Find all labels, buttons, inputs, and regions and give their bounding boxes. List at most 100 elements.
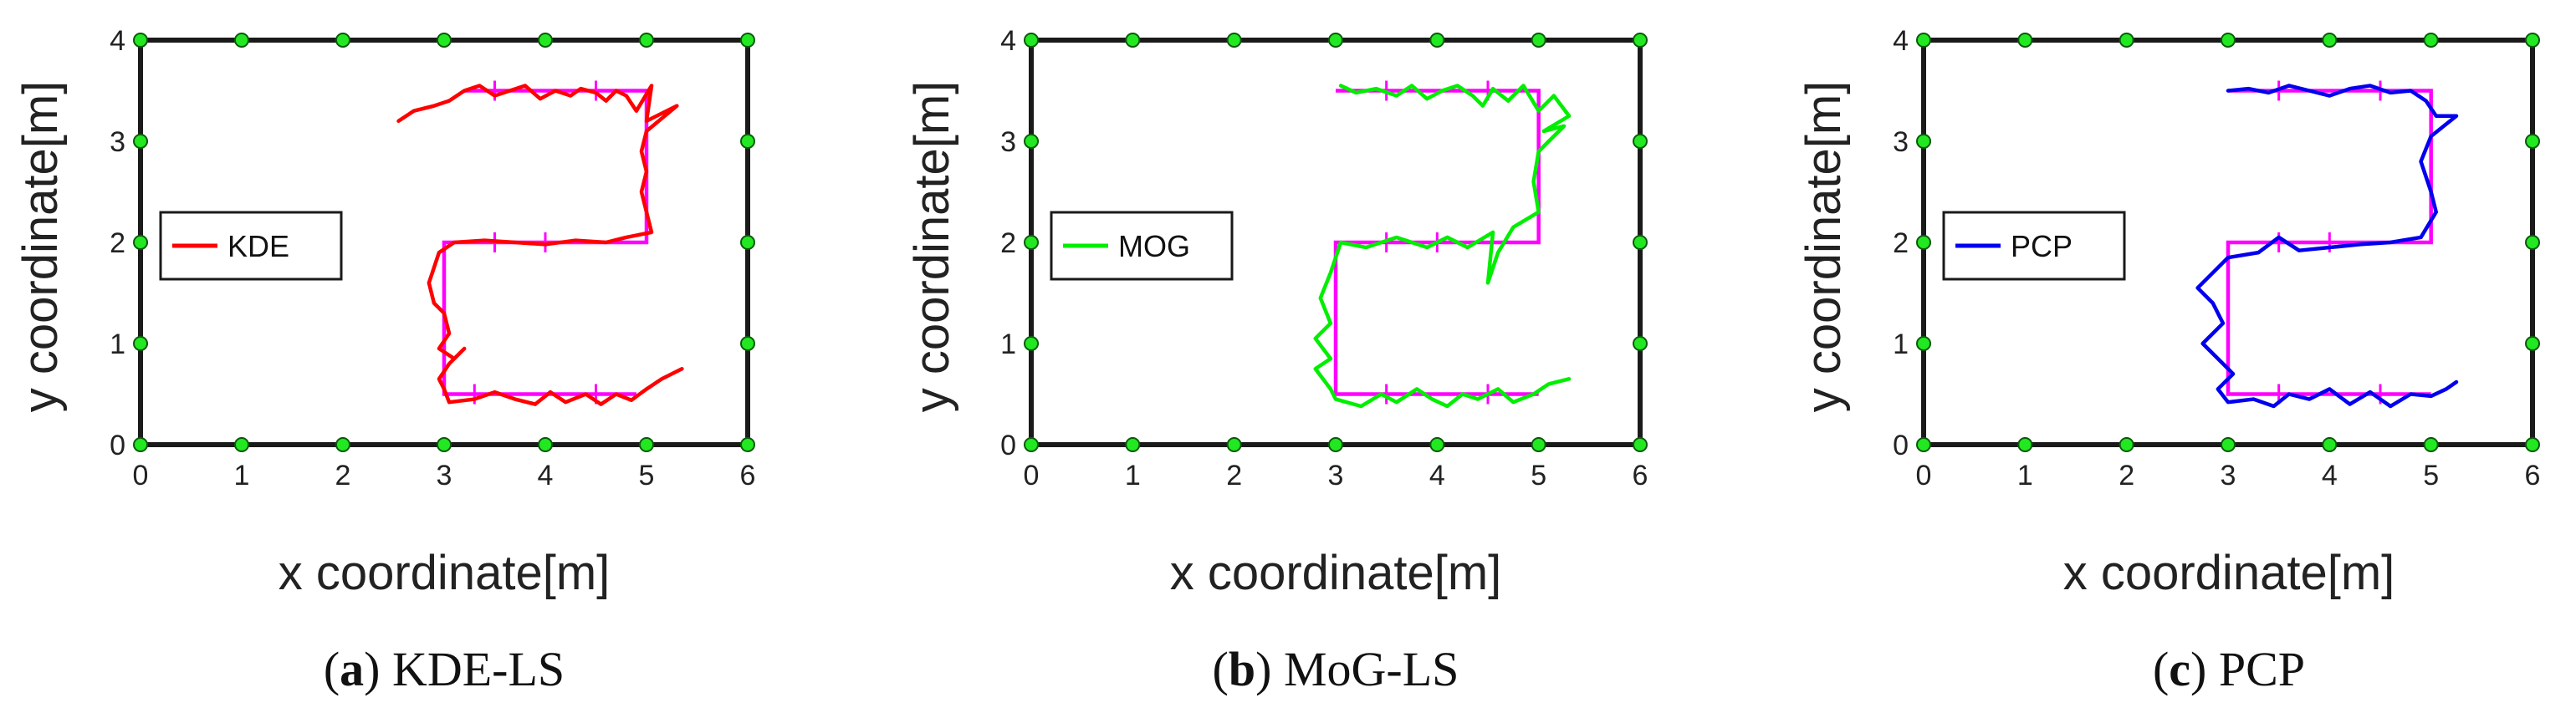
panel-c: 0 1 2 3 4 5 6 0 1 2 3 4 PCP x coordinate[m] y coordi… xyxy=(1797,25,2540,696)
panel-b-x-tick-label: 1 xyxy=(1125,460,1141,491)
panel-a-legend-label: KDE xyxy=(227,229,289,263)
panel-c-sensor-node xyxy=(1916,235,1931,250)
panel-a-plot: 0 1 2 3 4 5 6 0 1 2 3 4 KDE xyxy=(110,25,755,491)
panel-a-sensor-node xyxy=(133,437,148,452)
panel-c-plot: 0 1 2 3 4 5 6 0 1 2 3 4 PCP xyxy=(1893,25,2540,491)
panel-c-xlabel: x coordinate[m] xyxy=(2063,546,2395,600)
panel-b-sensor-node xyxy=(1328,33,1343,48)
panel-c-y-tick-label: 2 xyxy=(1893,227,1909,259)
panel-a-sensor-node xyxy=(335,437,350,452)
panel-b-sensor-node xyxy=(1024,235,1039,250)
panel-c-sensor-node xyxy=(2221,33,2236,48)
panel-a-y-tick-label: 2 xyxy=(110,227,125,259)
panel-a-sensor-node xyxy=(234,33,249,48)
panel-c-x-tick-label: 3 xyxy=(2221,460,2236,491)
panel-a-x-tick-label: 2 xyxy=(335,460,351,491)
panel-a-sensor-node xyxy=(538,33,553,48)
panel-a-y-tick-label: 1 xyxy=(110,328,125,360)
panel-c-sensor-node xyxy=(2525,437,2540,452)
panel-c-caption: (c) PCP xyxy=(2153,642,2305,696)
panel-a-ylabel: y coordinate[m] xyxy=(13,81,68,413)
panel-b-sensor-node xyxy=(1633,235,1648,250)
panel-b-caption-letter: b xyxy=(1229,642,1255,696)
panel-b-y-tick-label: 2 xyxy=(1000,227,1016,259)
panel-a-sensor-node xyxy=(639,437,654,452)
panel-b-x-tick-label: 6 xyxy=(1633,460,1648,491)
panel-c-series-pcp-line xyxy=(2195,84,2459,409)
panel-b-caption-text: MoG-LS xyxy=(1284,642,1459,696)
panel-c-sensor-node xyxy=(2423,437,2439,452)
panel-c-sensor-node xyxy=(1916,33,1931,48)
panel-a-series-kde-line xyxy=(396,84,684,406)
panel-a-x-tick-label: 0 xyxy=(133,460,149,491)
panel-b-series-mog-line xyxy=(1313,84,1572,409)
panel-b-sensor-node xyxy=(1328,437,1343,452)
panel-b-sensor-node xyxy=(1633,134,1648,149)
panel-b-legend-label: MOG xyxy=(1118,229,1190,263)
panel-c-caption-text: PCP xyxy=(2219,642,2305,696)
panel-b-plot: 0 1 2 3 4 5 6 0 1 2 3 4 MOG xyxy=(1000,25,1648,491)
panel-b-sensor-node xyxy=(1226,437,1242,452)
panel-a-x-tick-label: 4 xyxy=(538,460,554,491)
panel-a-xlabel: x coordinate[m] xyxy=(279,546,611,600)
panel-c-sensor-node xyxy=(2322,437,2338,452)
panel-a-y-tick-label: 3 xyxy=(110,126,125,158)
panel-c-x-tick-label: 1 xyxy=(2017,460,2033,491)
panel-b-sensor-node xyxy=(1226,33,1242,48)
panel-c-sensor-node xyxy=(2017,33,2033,48)
panel-a-x-tick-label: 1 xyxy=(234,460,250,491)
panel-a-sensor-node xyxy=(335,33,350,48)
panel-b: 0 1 2 3 4 5 6 0 1 2 3 4 MOG x coordinate[m] y coordi… xyxy=(905,25,1648,696)
panel-a-sensor-node xyxy=(740,336,755,351)
panel-b-y-tick-label: 4 xyxy=(1000,25,1016,57)
panel-c-x-tick-label: 2 xyxy=(2119,460,2134,491)
panel-c-sensor-node xyxy=(2119,33,2134,48)
panel-b-sensor-node xyxy=(1024,33,1039,48)
panel-a-y-tick-label: 4 xyxy=(110,25,125,57)
panel-b-x-tick-label: 5 xyxy=(1531,460,1546,491)
panel-a-sensor-node xyxy=(133,336,148,351)
panel-b-sensor-node xyxy=(1024,336,1039,351)
panel-b-sensor-node xyxy=(1633,336,1648,351)
panel-c-x-tick-label: 4 xyxy=(2322,460,2338,491)
panel-c-sensor-node xyxy=(1916,336,1931,351)
panel-c-y-tick-label: 4 xyxy=(1893,25,1909,57)
panel-a-x-tick-label: 6 xyxy=(740,460,756,491)
panel-b-y-tick-label: 0 xyxy=(1000,430,1016,461)
panel-b-x-tick-label: 3 xyxy=(1328,460,1344,491)
panel-c-sensor-node xyxy=(2525,336,2540,351)
panel-b-sensor-node xyxy=(1125,437,1141,452)
panel-b-y-tick-label: 3 xyxy=(1000,126,1016,158)
panel-a-sensor-node xyxy=(133,134,148,149)
panel-c-x-tick-label: 6 xyxy=(2525,460,2541,491)
panel-c-sensor-node xyxy=(1916,134,1931,149)
panel-a-sensor-node xyxy=(740,437,755,452)
panel-c-sensor-node xyxy=(2221,437,2236,452)
panel-b-sensor-node xyxy=(1125,33,1141,48)
panel-a-sensor-node xyxy=(234,437,249,452)
panel-b-ylabel: y coordinate[m] xyxy=(905,81,959,413)
panel-b-sensor-node xyxy=(1429,437,1445,452)
panel-b-caption: (b) MoG-LS xyxy=(1213,642,1459,696)
panel-c-sensor-node xyxy=(2423,33,2439,48)
panel-c-sensor-node xyxy=(2322,33,2338,48)
panel-b-x-tick-label: 4 xyxy=(1429,460,1445,491)
panel-c-sensor-node xyxy=(2017,437,2033,452)
panel-b-x-tick-label: 0 xyxy=(1024,460,1040,491)
panel-b-sensor-node xyxy=(1531,33,1546,48)
panel-a-caption: (a) KDE-LS xyxy=(324,642,565,696)
panel-b-sensor-node xyxy=(1531,437,1546,452)
panel-c-sensor-node xyxy=(2525,33,2540,48)
panel-c-ylabel: y coordinate[m] xyxy=(1797,81,1851,413)
panel-a-sensor-node xyxy=(437,33,452,48)
panel-b-y-tick-label: 1 xyxy=(1000,328,1016,360)
panel-c-y-tick-label: 0 xyxy=(1893,430,1909,461)
panel-c-x-tick-label: 0 xyxy=(1916,460,1932,491)
panel-b-xlabel: x coordinate[m] xyxy=(1170,546,1502,600)
panel-b-x-tick-label: 2 xyxy=(1226,460,1242,491)
panel-c-sensor-node xyxy=(2525,134,2540,149)
panel-b-sensor-node xyxy=(1633,437,1648,452)
panel-a-sensor-node xyxy=(740,33,755,48)
panel-a-sensor-node xyxy=(639,33,654,48)
